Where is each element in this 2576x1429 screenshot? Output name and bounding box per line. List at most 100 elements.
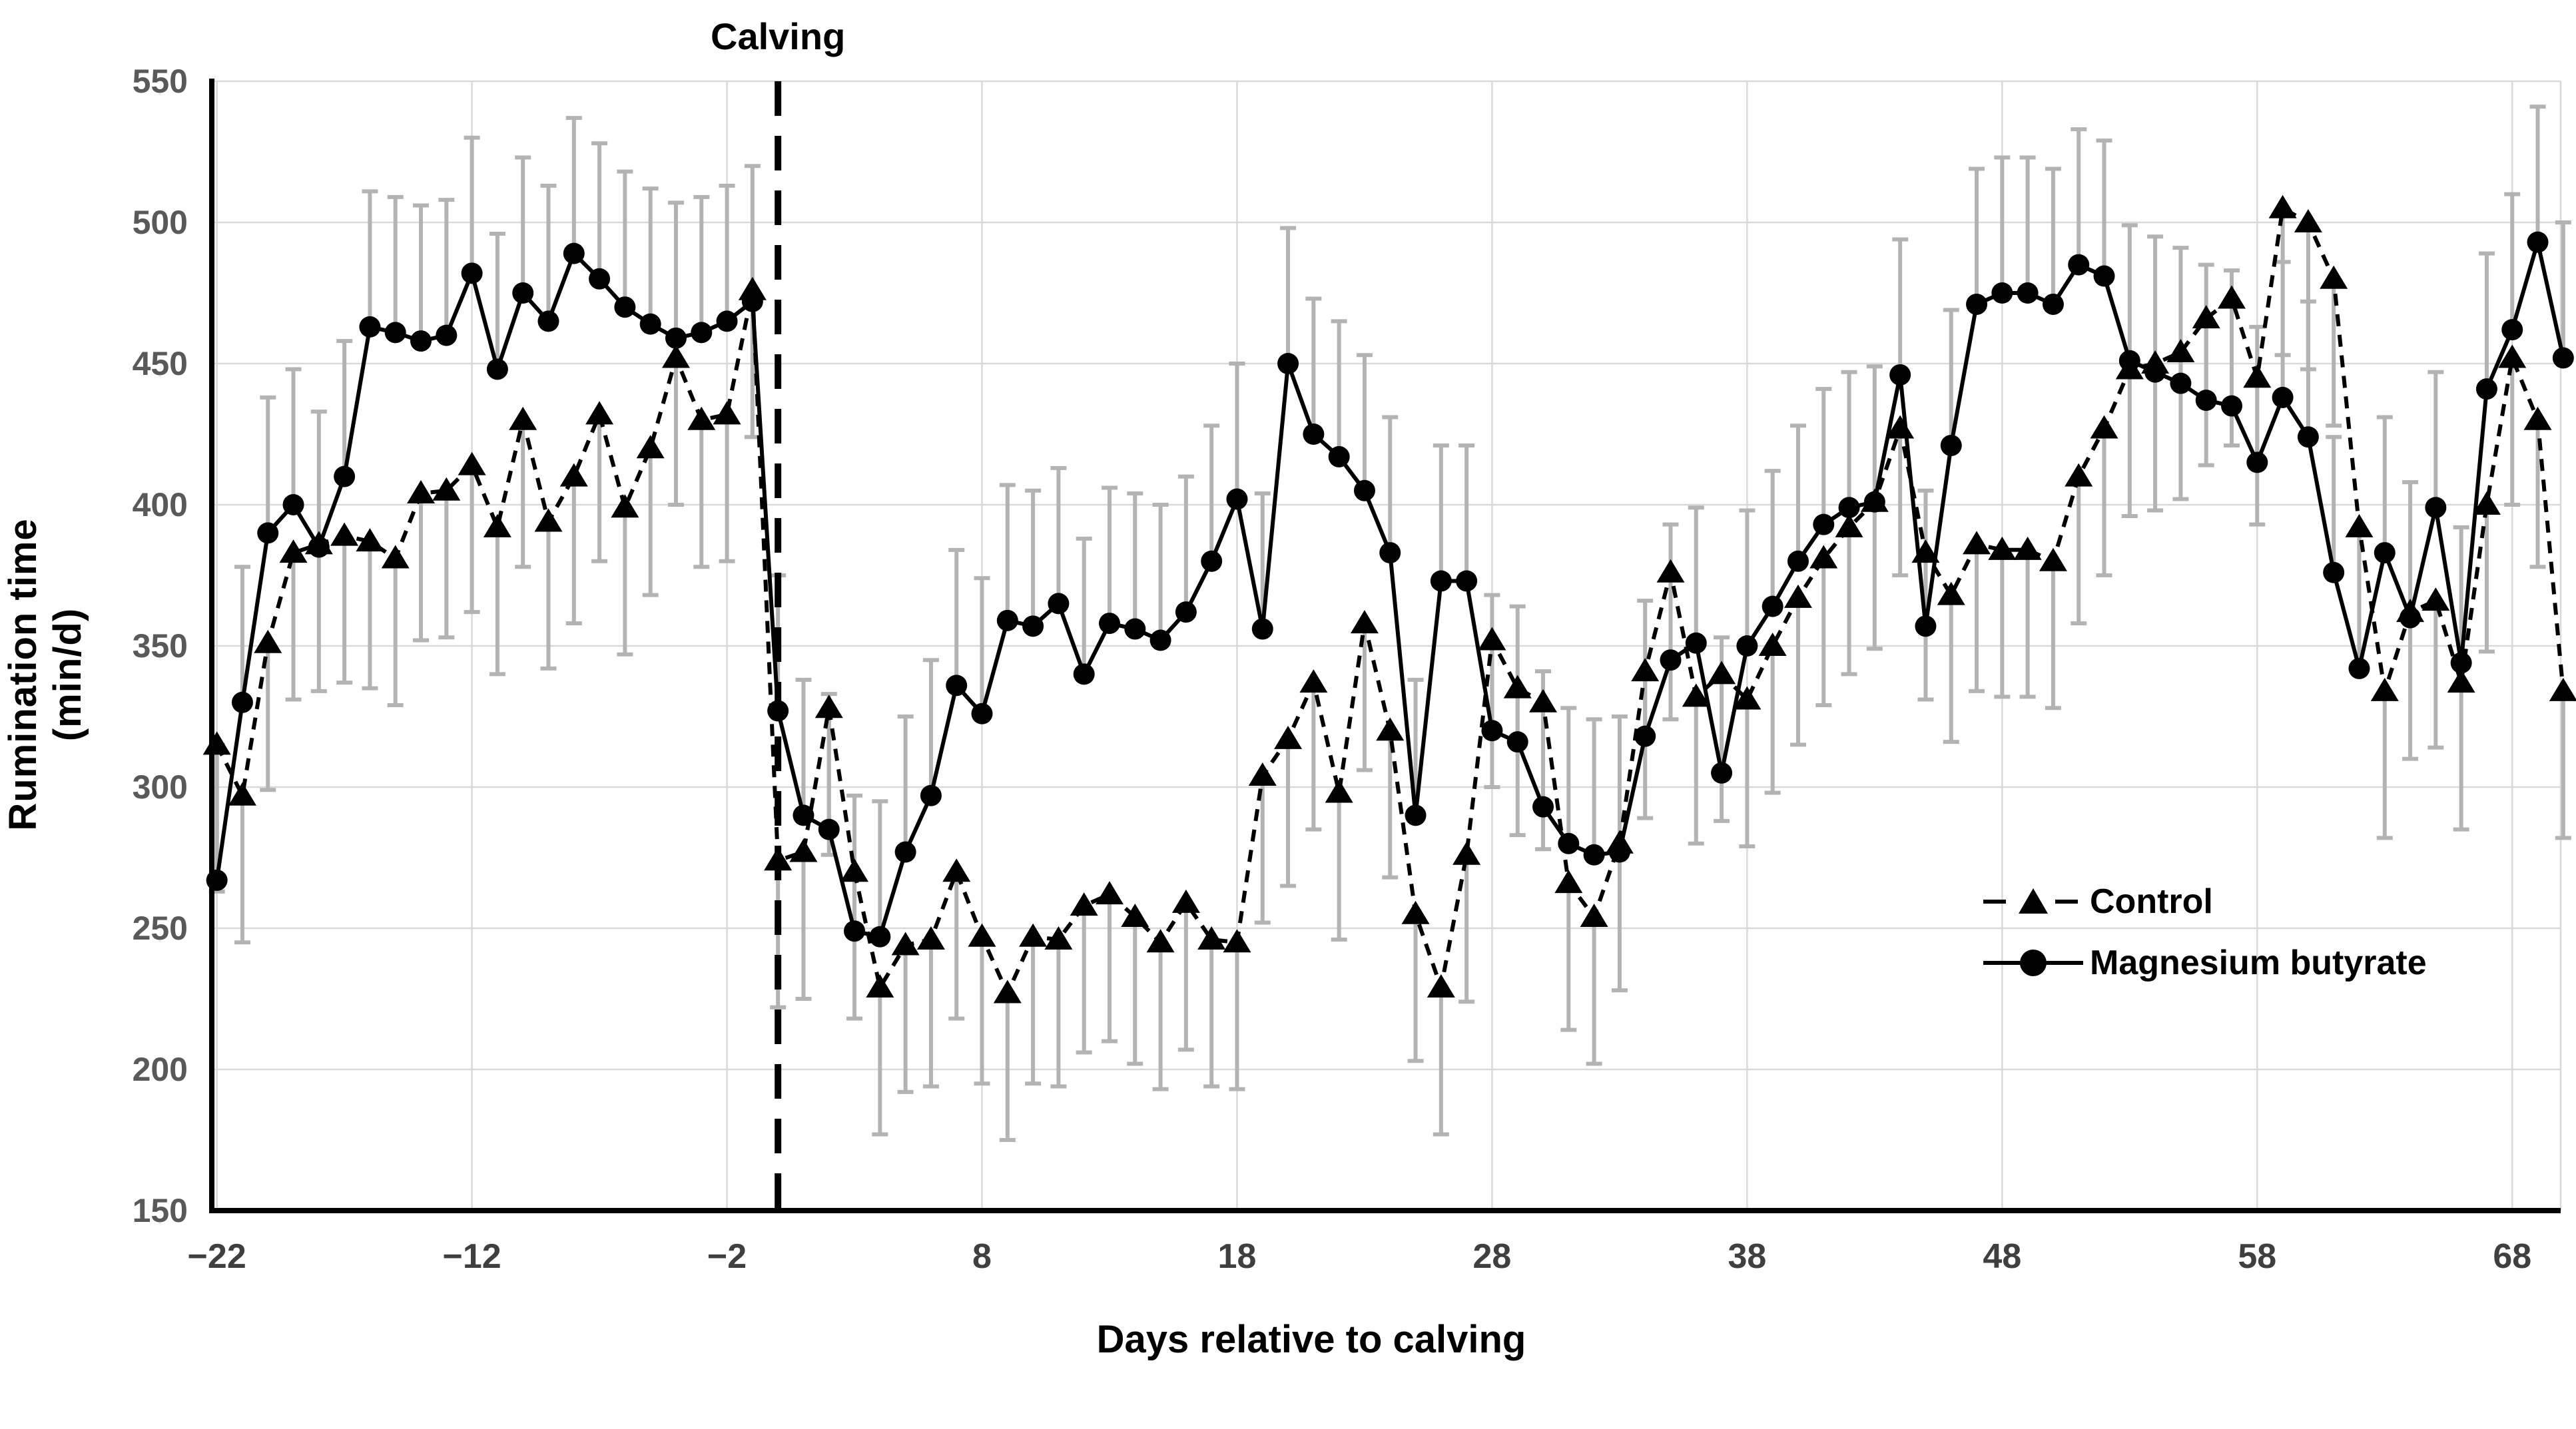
magnesium-butyrate-point xyxy=(1940,434,1962,456)
magnesium-butyrate-point xyxy=(639,313,661,335)
control-point xyxy=(2447,669,2475,693)
control-point xyxy=(1478,627,1506,651)
control-point xyxy=(458,451,486,475)
magnesium-butyrate-point xyxy=(996,609,1018,631)
control-point xyxy=(661,344,690,368)
magnesium-butyrate-point xyxy=(282,494,304,515)
magnesium-butyrate-point xyxy=(2297,426,2319,448)
magnesium-solid-circle-icon xyxy=(1983,950,2083,976)
control-point xyxy=(2370,677,2399,701)
magnesium-butyrate-point xyxy=(1149,629,1171,651)
control-point xyxy=(1197,926,1226,950)
magnesium-butyrate-point xyxy=(461,262,483,284)
control-point xyxy=(1809,545,1838,569)
magnesium-butyrate-point xyxy=(2118,350,2140,372)
magnesium-butyrate-point xyxy=(1405,804,1427,826)
magnesium-butyrate-point xyxy=(971,703,993,724)
svg-text:450: 450 xyxy=(133,345,188,382)
control-point xyxy=(891,932,920,956)
magnesium-butyrate-point xyxy=(2501,319,2523,341)
magnesium-butyrate-point xyxy=(1201,550,1223,572)
svg-text:28: 28 xyxy=(1473,1237,1512,1276)
control-point xyxy=(1248,762,1277,786)
control-point xyxy=(968,923,996,947)
control-point xyxy=(2065,463,2093,487)
control-point xyxy=(1427,974,1455,998)
svg-text:300: 300 xyxy=(133,768,188,806)
svg-text:550: 550 xyxy=(133,63,188,100)
svg-text:−12: −12 xyxy=(443,1237,501,1276)
svg-text:350: 350 xyxy=(133,627,188,665)
magnesium-butyrate-point xyxy=(920,784,942,806)
magnesium-butyrate-point xyxy=(1889,364,1911,386)
svg-text:58: 58 xyxy=(2238,1237,2276,1276)
magnesium-butyrate-point xyxy=(1481,720,1503,742)
magnesium-butyrate-point xyxy=(1838,497,1860,519)
magnesium-butyrate-point xyxy=(1303,424,1325,445)
magnesium-butyrate-point xyxy=(1736,635,1758,657)
control-point xyxy=(2498,344,2527,368)
control-point xyxy=(1708,661,1736,685)
control-point xyxy=(1631,658,1660,682)
svg-text:8: 8 xyxy=(972,1237,992,1276)
svg-text:−2: −2 xyxy=(707,1237,747,1276)
magnesium-butyrate-point xyxy=(1966,293,1988,315)
control-point xyxy=(1758,633,1787,656)
magnesium-butyrate-point xyxy=(1583,844,1605,866)
control-point xyxy=(2166,339,2195,363)
control-point xyxy=(202,731,231,755)
magnesium-butyrate-point xyxy=(1762,595,1783,617)
y-axis-title: Rumination time (min/d) xyxy=(1,518,89,831)
magnesium-butyrate-point xyxy=(1022,615,1044,637)
magnesium-butyrate-point xyxy=(1430,570,1452,592)
magnesium-butyrate-point xyxy=(486,358,508,380)
magnesium-butyrate-point xyxy=(1532,796,1554,818)
control-point xyxy=(814,695,843,718)
control-point xyxy=(1733,686,1762,710)
control-point xyxy=(2217,285,2246,309)
svg-text:48: 48 xyxy=(1983,1237,2021,1276)
magnesium-butyrate-point xyxy=(2042,293,2064,315)
legend-label-magnesium-butyrate: Magnesium butyrate xyxy=(2090,944,2427,982)
magnesium-butyrate-point xyxy=(1660,649,1682,671)
svg-text:18: 18 xyxy=(1218,1237,1257,1276)
control-point xyxy=(942,858,971,882)
magnesium-butyrate-point xyxy=(2400,607,2421,629)
control-point xyxy=(1019,923,1048,947)
control-point xyxy=(509,406,537,430)
magnesium-butyrate-point xyxy=(2093,265,2115,287)
control-point xyxy=(279,539,308,563)
magnesium-butyrate-point xyxy=(2552,347,2574,369)
magnesium-butyrate-point xyxy=(2323,561,2345,583)
control-point xyxy=(407,480,436,504)
magnesium-butyrate-point xyxy=(1379,542,1401,564)
control-point xyxy=(2013,536,2042,560)
control-point xyxy=(1146,929,1175,953)
control-point xyxy=(254,629,282,653)
control-point xyxy=(2192,305,2220,329)
magnesium-butyrate-point xyxy=(1915,615,1937,637)
magnesium-butyrate-point xyxy=(1098,613,1120,635)
control-point xyxy=(1656,559,1685,583)
error-bars-magnesium-butyrate xyxy=(208,105,2571,937)
control-point xyxy=(1937,581,1965,605)
svg-text:250: 250 xyxy=(133,910,188,947)
control-point xyxy=(840,858,869,882)
control-point xyxy=(2320,265,2348,289)
svg-text:−22: −22 xyxy=(188,1237,246,1276)
control-point xyxy=(2523,406,2552,430)
control-point xyxy=(2090,415,2118,439)
control-point xyxy=(1503,675,1532,699)
control-point xyxy=(534,508,563,532)
control-point xyxy=(1070,892,1098,916)
magnesium-butyrate-point xyxy=(2425,497,2447,519)
magnesium-butyrate-point xyxy=(359,316,381,338)
control-point xyxy=(1350,610,1379,634)
legend-label-control: Control xyxy=(2090,882,2213,921)
magnesium-butyrate-point xyxy=(946,675,968,697)
control-point xyxy=(2421,587,2450,611)
chart-legend: Control Magnesium butyrate xyxy=(1983,871,2427,994)
magnesium-butyrate-point xyxy=(2246,451,2268,473)
control-point xyxy=(330,522,359,546)
control-point xyxy=(2243,364,2272,388)
